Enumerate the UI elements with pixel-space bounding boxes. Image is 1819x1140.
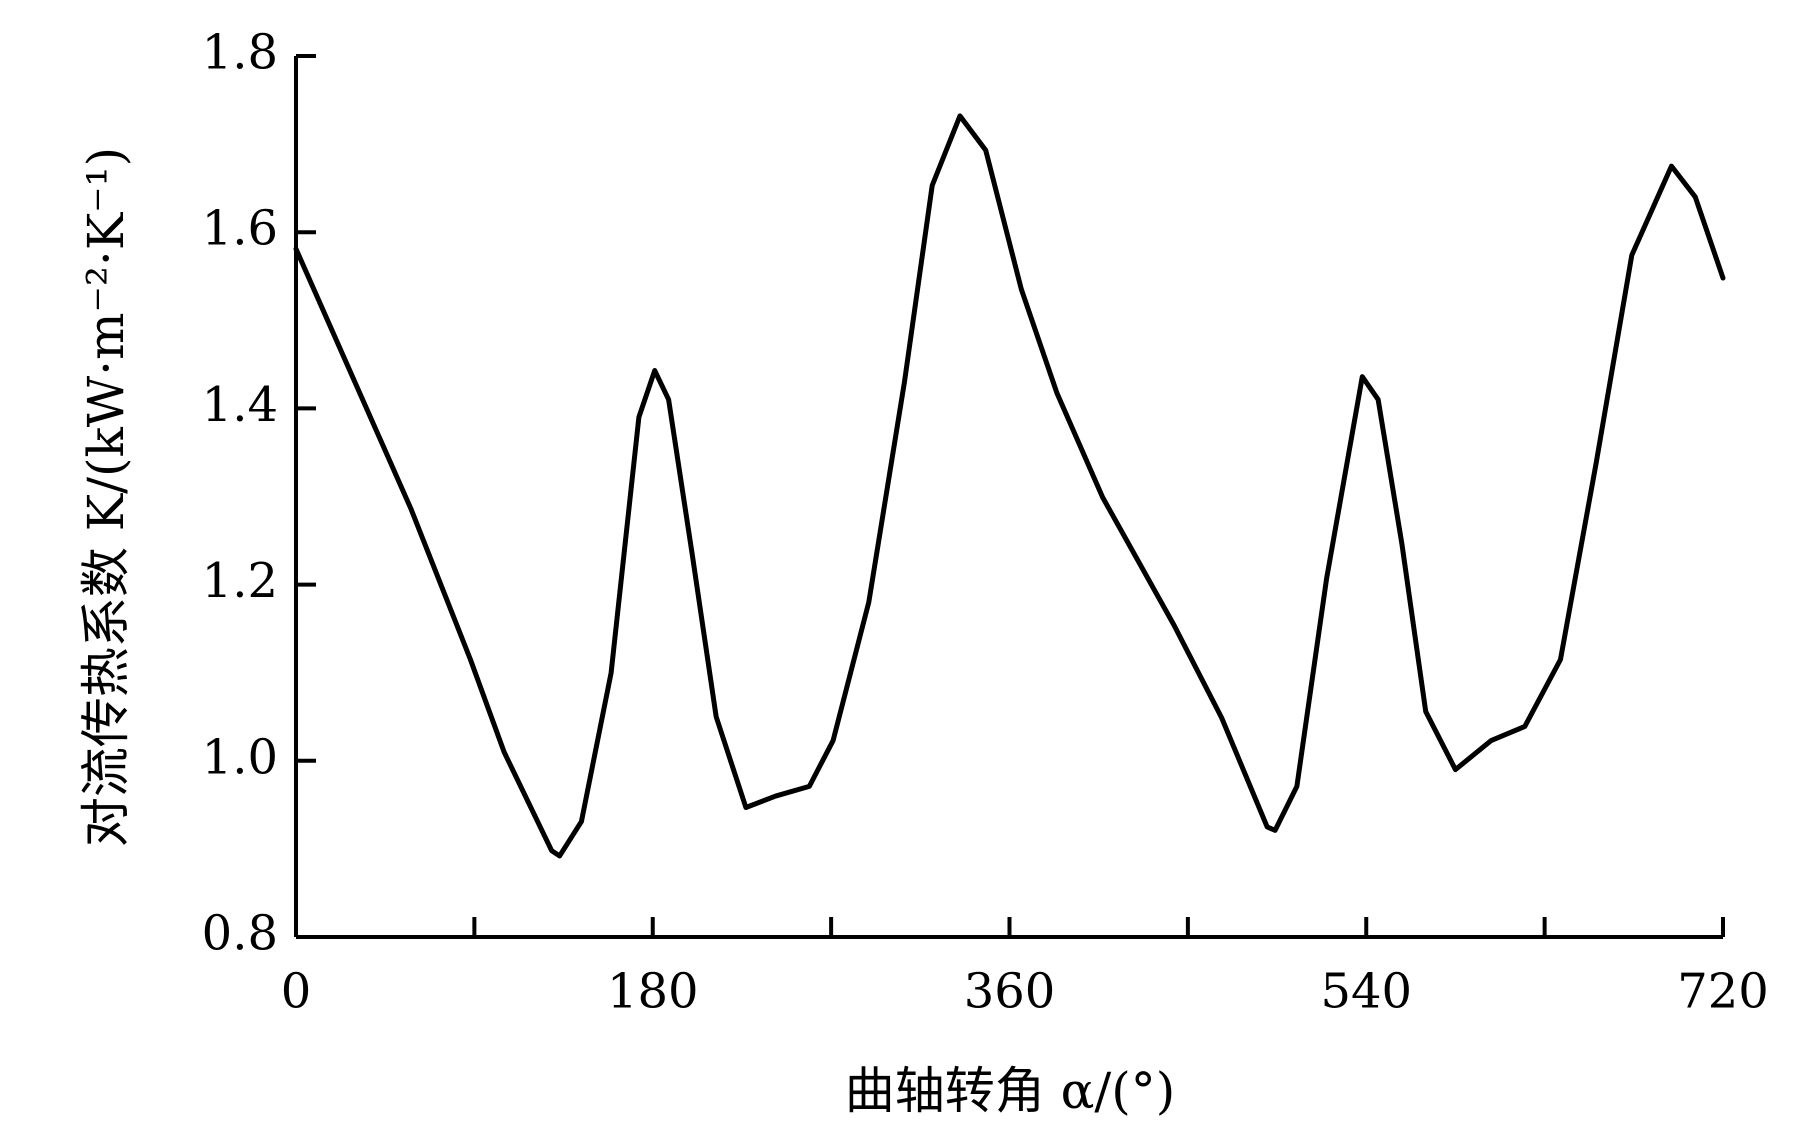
y-tick-label: 1.0 [202,729,278,785]
y-tick-label: 1.8 [202,25,278,81]
x-tick-label: 0 [281,964,312,1020]
x-tick-label: 180 [607,964,699,1020]
data-line [293,113,1726,859]
x-tick-label: 720 [1677,964,1769,1020]
y-tick-label: 1.6 [202,201,278,257]
y-axis-label: 对流传热系数 K/(kW·m⁻²·K⁻¹) [77,147,135,847]
y-tick-label: 1.2 [202,553,278,609]
y-tick-label: 1.4 [202,377,278,433]
x-axis-label: 曲轴转角 α/(°) [845,1062,1176,1120]
y-tick-label: 0.8 [202,906,278,962]
x-tick-label: 360 [964,964,1056,1020]
x-tick-label: 540 [1320,964,1412,1020]
